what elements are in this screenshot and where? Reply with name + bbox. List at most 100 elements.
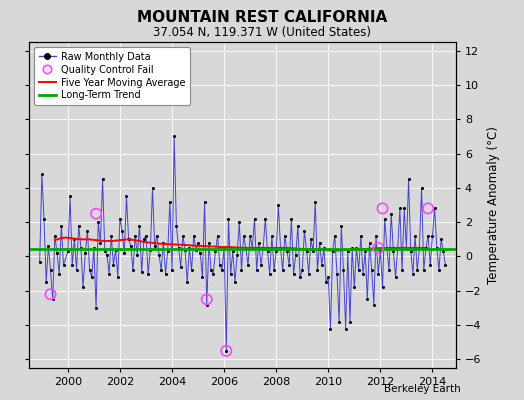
Point [426, 262, 434, 268]
Point [369, 301, 378, 308]
Point [331, 233, 339, 239]
Point [291, 252, 300, 258]
Point [415, 245, 423, 251]
Point [409, 270, 417, 277]
Point [246, 233, 254, 239]
Point [77, 245, 85, 251]
Point [268, 233, 276, 239]
Point [309, 248, 318, 254]
Point [391, 274, 400, 280]
Point [46, 267, 54, 274]
Point [283, 248, 291, 254]
Point [133, 252, 141, 258]
Point [90, 245, 98, 251]
Point [172, 222, 181, 229]
Point [304, 270, 313, 277]
Point [46, 291, 54, 298]
Point [107, 233, 115, 239]
Point [326, 325, 335, 332]
Point [192, 246, 200, 253]
Point [320, 245, 328, 251]
Point [185, 245, 193, 251]
Point [411, 233, 419, 239]
Point [394, 245, 402, 251]
Point [302, 248, 311, 254]
Point [385, 267, 393, 274]
Point [380, 216, 389, 222]
Point [118, 228, 126, 234]
Point [66, 193, 74, 200]
Point [400, 205, 408, 212]
Point [92, 210, 100, 217]
Text: MOUNTAIN REST CALIFORNIA: MOUNTAIN REST CALIFORNIA [137, 10, 387, 25]
Point [342, 325, 350, 332]
Point [281, 233, 289, 239]
Point [114, 274, 122, 280]
Point [344, 248, 352, 254]
Point [329, 248, 337, 254]
Point [424, 233, 432, 239]
Point [200, 198, 209, 205]
Point [437, 236, 445, 242]
Point [83, 228, 92, 234]
Point [96, 240, 105, 246]
Point [276, 245, 285, 251]
Point [124, 236, 133, 242]
Point [42, 279, 50, 286]
Point [389, 248, 398, 254]
Point [131, 233, 139, 239]
Point [248, 245, 257, 251]
Point [49, 296, 57, 302]
Point [374, 245, 383, 251]
Point [293, 222, 302, 229]
Point [313, 267, 322, 274]
Point [354, 267, 363, 274]
Point [166, 198, 174, 205]
Point [44, 243, 52, 249]
Point [116, 216, 124, 222]
Point [135, 222, 144, 229]
Point [142, 233, 150, 239]
Point [398, 267, 406, 274]
Point [161, 270, 170, 277]
Point [239, 233, 248, 239]
Point [350, 284, 358, 290]
Point [224, 216, 233, 222]
Point [378, 284, 387, 290]
Point [174, 245, 183, 251]
Point [235, 219, 244, 225]
Point [155, 252, 163, 258]
Point [285, 262, 293, 268]
Point [266, 270, 274, 277]
Point [163, 248, 172, 254]
Point [335, 318, 343, 325]
Point [396, 205, 404, 212]
Point [324, 274, 332, 280]
Point [244, 262, 252, 268]
Point [146, 246, 155, 253]
Point [374, 270, 383, 277]
Point [274, 202, 282, 208]
Point [405, 176, 413, 182]
Point [64, 248, 72, 254]
Point [430, 205, 439, 212]
Point [420, 267, 428, 274]
Point [218, 267, 226, 274]
Point [207, 267, 215, 274]
Point [346, 318, 354, 325]
Point [127, 243, 135, 249]
Point [190, 233, 198, 239]
Point [264, 248, 272, 254]
Point [196, 250, 204, 256]
Point [231, 279, 239, 286]
Point [298, 267, 307, 274]
Point [367, 267, 376, 274]
Point [226, 270, 235, 277]
Point [120, 250, 128, 256]
Point [287, 216, 296, 222]
Point [300, 228, 309, 234]
Point [99, 176, 107, 182]
Point [57, 222, 66, 229]
Point [148, 185, 157, 191]
Point [255, 240, 263, 246]
